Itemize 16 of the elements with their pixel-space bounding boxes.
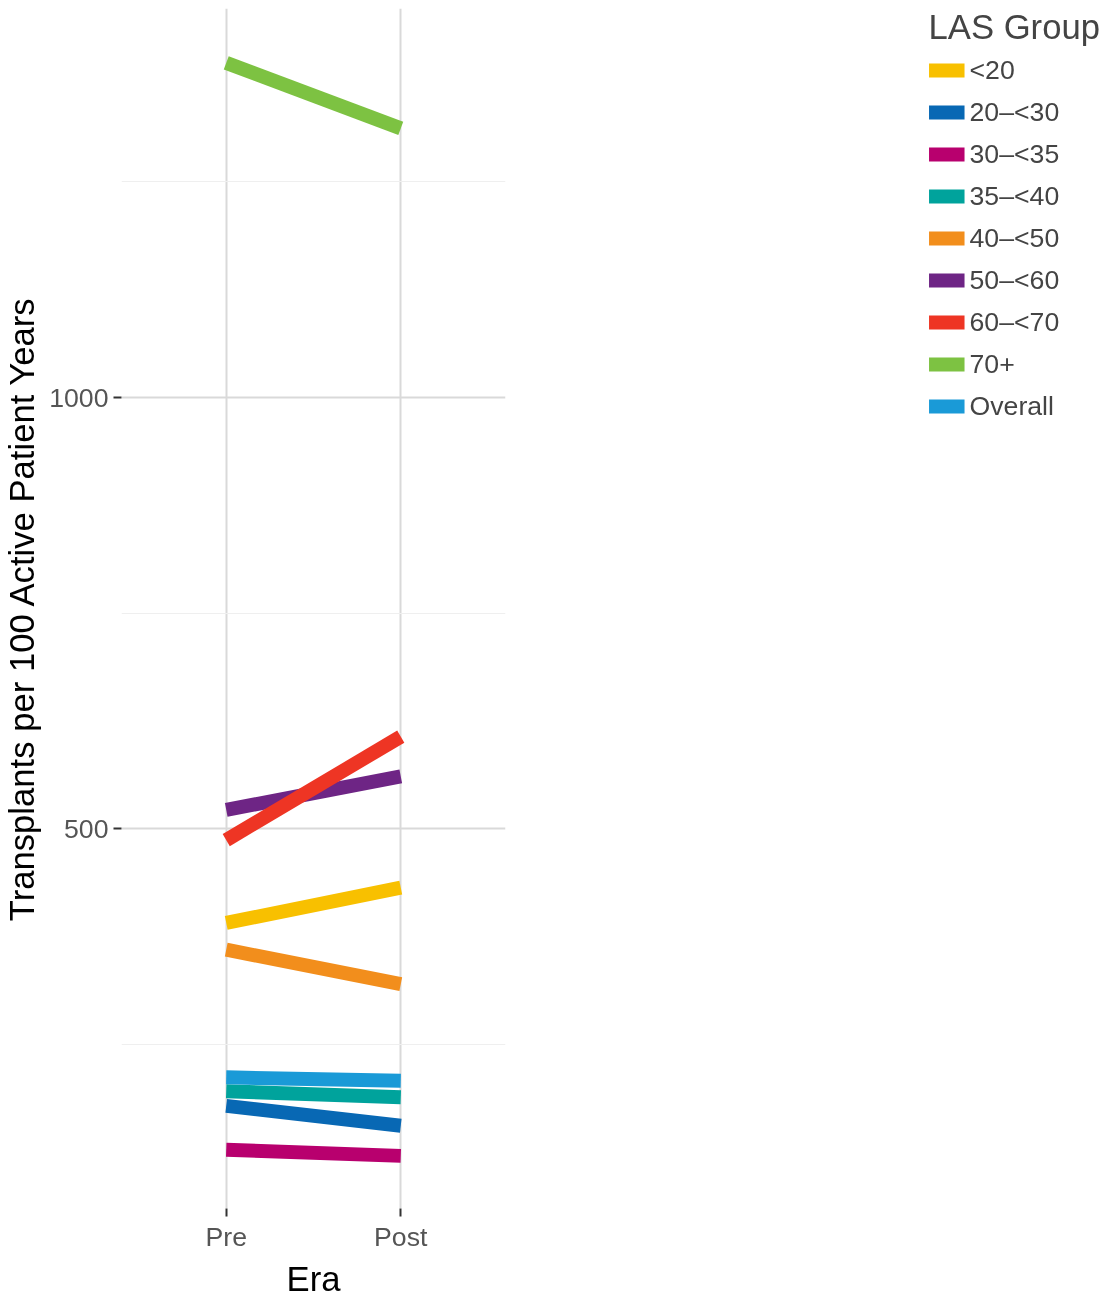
x-axis-title: Era bbox=[286, 1259, 342, 1298]
y-tick-label: 1000 bbox=[49, 382, 109, 413]
y-tick-label: 500 bbox=[64, 813, 109, 844]
legend-label: 30–<35 bbox=[969, 137, 1060, 171]
x-tick-label: Post bbox=[374, 1221, 429, 1252]
legend-label: 60–<70 bbox=[969, 305, 1060, 339]
y-axis-title: Transplants per 100 Active Patient Years bbox=[3, 298, 42, 922]
legend-label: 50–<60 bbox=[969, 263, 1060, 297]
x-tick-label: Pre bbox=[205, 1221, 247, 1252]
legend-label: Overall bbox=[969, 389, 1054, 423]
legend-title: LAS Group bbox=[928, 8, 1100, 47]
legend-label: 20–<30 bbox=[969, 95, 1060, 129]
legend-label: 40–<50 bbox=[969, 221, 1060, 255]
legend-label: 35–<40 bbox=[969, 179, 1060, 213]
legend-label: <20 bbox=[969, 53, 1015, 87]
legend-label: 70+ bbox=[969, 347, 1015, 381]
